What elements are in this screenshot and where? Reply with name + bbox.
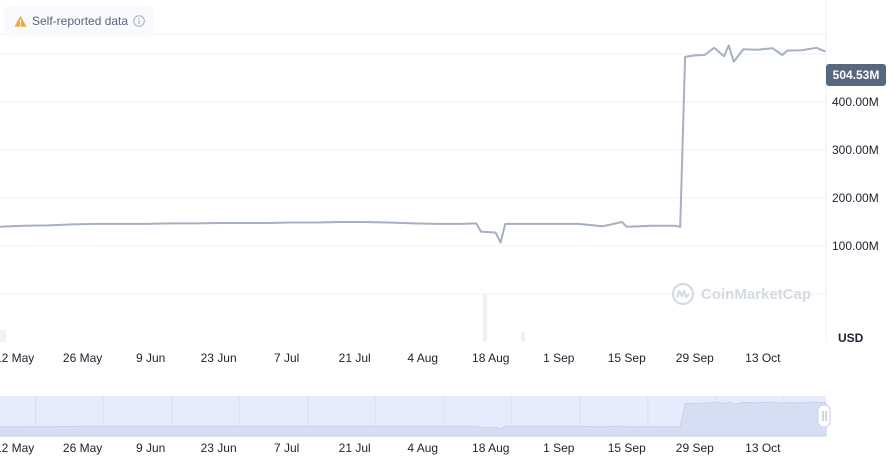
volume-bar	[0, 330, 6, 342]
x-tick-label: 23 Jun	[201, 351, 237, 365]
navigator-x-tick-label: 15 Sep	[608, 441, 646, 455]
warning-icon	[14, 15, 27, 27]
navigator-x-tick-label: 23 Jun	[201, 441, 237, 455]
navigator-x-tick-label: 29 Sep	[676, 441, 714, 455]
price-line	[0, 44, 827, 244]
x-tick-label: 29 Sep	[676, 351, 714, 365]
info-icon[interactable]	[133, 15, 145, 27]
gridlines	[0, 33, 826, 295]
navigator-x-tick-label: 7 Jul	[274, 441, 299, 455]
navigator-x-tick-label: 9 Jun	[136, 441, 165, 455]
x-tick-label: 1 Sep	[543, 351, 575, 365]
watermark-text: CoinMarketCap	[701, 285, 812, 303]
x-axis: 12 May 26 May 9 Jun 23 Jun 7 Jul 21 Jul 4 Aug 1…	[0, 351, 781, 365]
navigator-x-axis: 12 May 26 May 9 Jun 23 Jun 7 Jul 21 Jul 4 Aug 1…	[0, 441, 781, 455]
currency-label: USD	[838, 331, 864, 345]
series-line	[0, 44, 827, 244]
navigator-x-tick-label: 26 May	[63, 441, 102, 455]
x-tick-label: 7 Jul	[274, 351, 299, 365]
x-tick-label: 21 Jul	[339, 351, 371, 365]
self-reported-badge[interactable]: Self-reported data	[4, 6, 156, 36]
watermark: CoinMarketCap	[671, 282, 811, 306]
volume-bar	[521, 332, 525, 342]
badge-label: Self-reported data	[32, 14, 129, 28]
navigator-x-tick-label: 18 Aug	[472, 441, 509, 455]
x-tick-label: 12 May	[0, 351, 34, 365]
x-tick-label: 9 Jun	[136, 351, 165, 365]
current-value-tag: 504.53M	[826, 64, 886, 86]
x-tick-label: 26 May	[63, 351, 102, 365]
navigator-x-tick-label: 12 May	[0, 441, 34, 455]
y-tick-label: 300.00M	[832, 143, 879, 157]
x-tick-label: 18 Aug	[472, 351, 509, 365]
navigator-x-tick-label: 4 Aug	[407, 441, 438, 455]
navigator-handle[interactable]	[817, 404, 831, 428]
x-tick-label: 13 Oct	[745, 351, 781, 365]
volume-bars	[0, 294, 525, 342]
navigator-x-tick-label: 13 Oct	[745, 441, 781, 455]
navigator[interactable]	[0, 396, 831, 437]
x-tick-label: 4 Aug	[407, 351, 438, 365]
navigator-x-tick-label: 21 Jul	[339, 441, 371, 455]
x-tick-label: 15 Sep	[608, 351, 646, 365]
navigator-area	[0, 401, 827, 437]
y-tick-label: 100.00M	[832, 239, 879, 253]
coinmarketcap-logo-icon	[671, 282, 695, 306]
y-tick-label: 400.00M	[832, 95, 879, 109]
navigator-x-tick-label: 1 Sep	[543, 441, 575, 455]
volume-bar	[483, 294, 487, 342]
y-tick-label: 200.00M	[832, 191, 879, 205]
